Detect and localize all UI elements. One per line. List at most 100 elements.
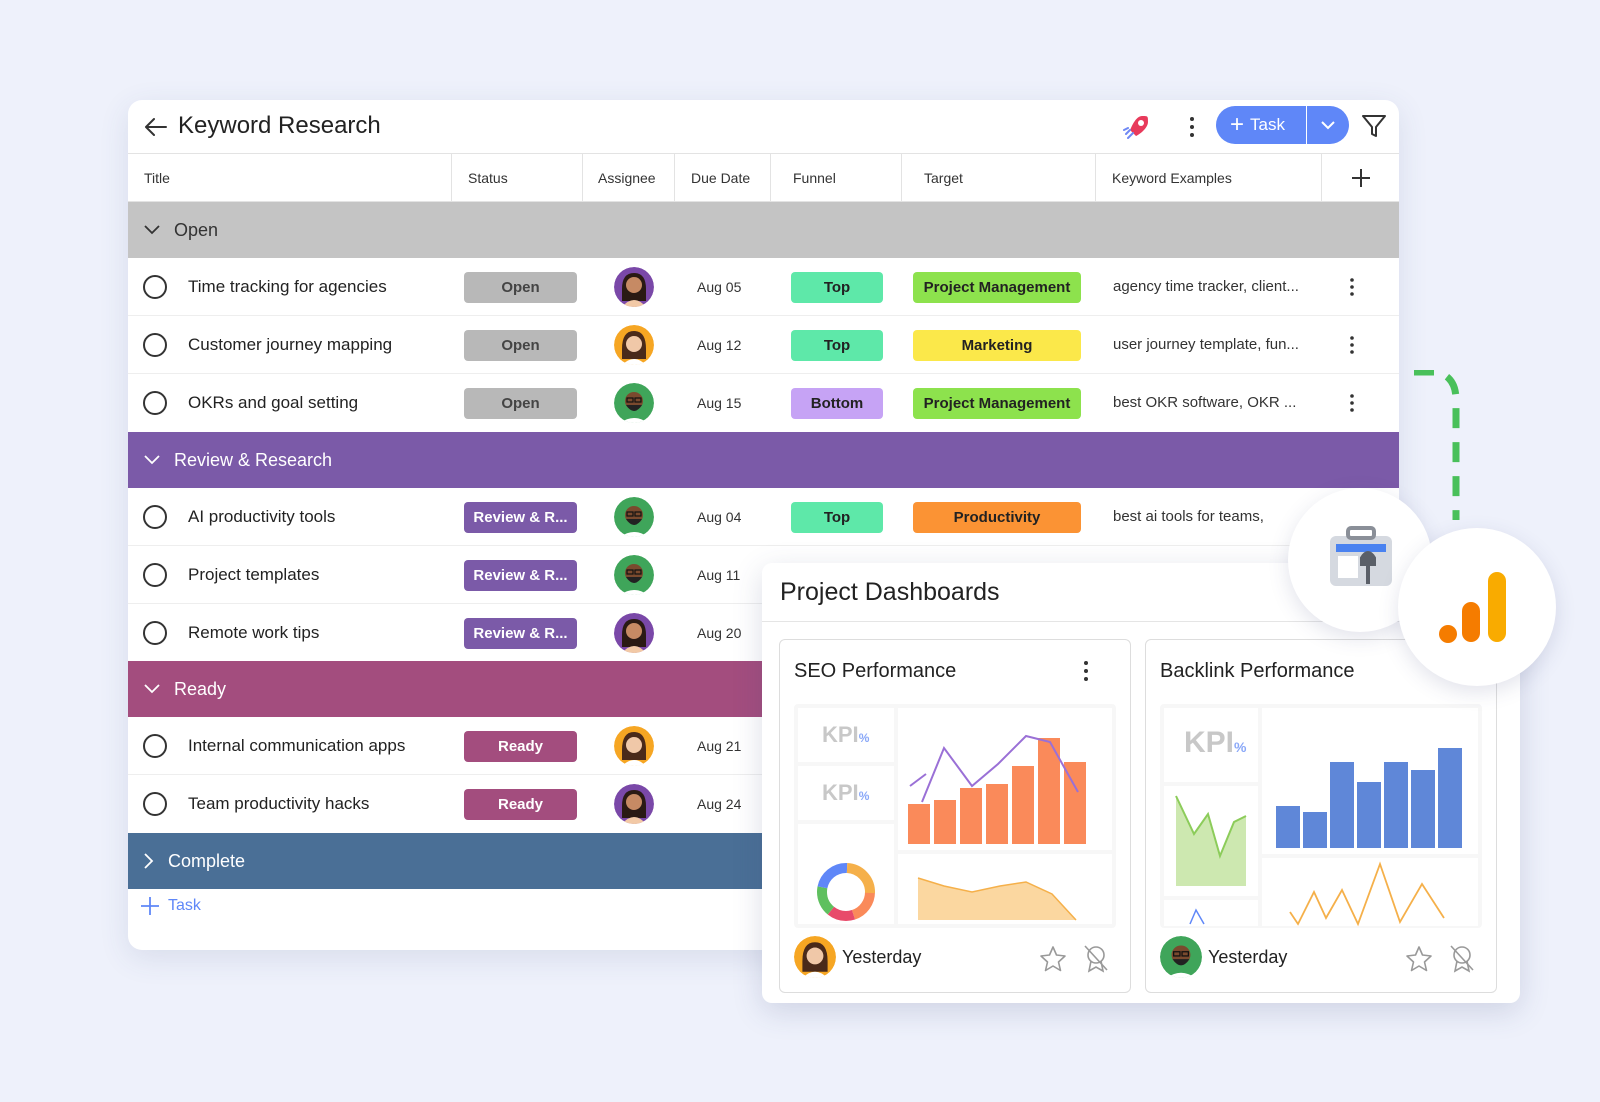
target-tag[interactable]: Marketing bbox=[913, 330, 1081, 361]
filter-icon[interactable] bbox=[1360, 112, 1388, 140]
add-task-button[interactable]: + Task bbox=[1216, 106, 1306, 144]
due-date[interactable]: Aug 24 bbox=[697, 796, 742, 812]
table-row[interactable]: Time tracking for agencies Open Aug 05 T… bbox=[128, 258, 1399, 316]
complete-checkbox[interactable] bbox=[143, 792, 167, 816]
avatar[interactable] bbox=[614, 726, 654, 766]
complete-checkbox[interactable] bbox=[143, 621, 167, 645]
task-title[interactable]: Team productivity hacks bbox=[188, 794, 370, 813]
keyword-examples[interactable]: user journey template, fun... bbox=[1113, 336, 1299, 353]
avatar[interactable] bbox=[614, 784, 654, 824]
keyword-examples[interactable]: agency time tracker, client... bbox=[1113, 278, 1299, 295]
analytics-icon bbox=[1439, 572, 1506, 643]
add-task-link[interactable]: Task bbox=[140, 896, 201, 916]
table-row[interactable]: Team productivity hacks Ready Aug 24 bbox=[128, 775, 1399, 833]
widget-more-icon[interactable] bbox=[1078, 658, 1094, 684]
task-title[interactable]: Remote work tips bbox=[188, 623, 320, 642]
complete-checkbox[interactable] bbox=[143, 275, 167, 299]
status-badge[interactable]: Review & R... bbox=[464, 618, 577, 649]
task-title[interactable]: OKRs and goal setting bbox=[188, 393, 359, 412]
back-arrow-icon[interactable] bbox=[140, 112, 170, 142]
status-badge[interactable]: Review & R... bbox=[464, 502, 577, 533]
due-date[interactable]: Aug 11 bbox=[697, 567, 741, 583]
column-header-funnel[interactable]: Funnel bbox=[771, 154, 902, 202]
updated-time: Yesterday bbox=[842, 947, 922, 967]
complete-checkbox[interactable] bbox=[143, 391, 167, 415]
target-tag[interactable]: Productivity bbox=[913, 502, 1081, 533]
target-tag[interactable]: Project Management bbox=[913, 388, 1081, 419]
complete-checkbox[interactable] bbox=[143, 505, 167, 529]
task-title[interactable]: Project templates bbox=[188, 565, 320, 584]
star-icon[interactable] bbox=[1038, 944, 1068, 974]
due-date[interactable]: Aug 15 bbox=[697, 395, 742, 411]
row-more-icon[interactable] bbox=[1344, 334, 1360, 356]
toolbox-icon bbox=[1330, 526, 1392, 586]
award-off-icon[interactable] bbox=[1446, 942, 1478, 974]
column-header-status[interactable]: Status bbox=[452, 154, 583, 202]
avatar[interactable] bbox=[614, 383, 654, 423]
analytics-integration[interactable] bbox=[1398, 528, 1556, 686]
task-title[interactable]: AI productivity tools bbox=[188, 507, 336, 526]
task-title[interactable]: Time tracking for agencies bbox=[188, 277, 387, 296]
row-more-icon[interactable] bbox=[1344, 276, 1360, 298]
column-header-assignee[interactable]: Assignee bbox=[583, 154, 675, 202]
add-task-label: Task bbox=[1250, 115, 1285, 134]
table-row[interactable]: Internal communication apps Ready Aug 21 bbox=[128, 717, 1399, 775]
table-row[interactable]: AI productivity tools Review & R... Aug … bbox=[128, 488, 1399, 546]
column-header-target[interactable]: Target bbox=[902, 154, 1096, 202]
chevron-down-icon bbox=[144, 455, 160, 465]
group-header-open[interactable]: Open bbox=[128, 202, 1399, 258]
keyword-examples[interactable]: best OKR software, OKR ... bbox=[1113, 394, 1297, 411]
due-date[interactable]: Aug 05 bbox=[697, 279, 742, 295]
funnel-tag[interactable]: Bottom bbox=[791, 388, 883, 419]
status-badge[interactable]: Open bbox=[464, 330, 577, 361]
table-row[interactable]: OKRs and goal setting Open Aug 15 Bottom… bbox=[128, 374, 1399, 432]
due-date[interactable]: Aug 21 bbox=[697, 738, 742, 754]
funnel-tag[interactable]: Top bbox=[791, 502, 883, 533]
dashboards-title: Project Dashboards bbox=[780, 578, 1000, 606]
dashboard-widget-backlink[interactable]: Backlink Performance KPI% bbox=[1145, 639, 1497, 993]
updated-time: Yesterday bbox=[1208, 947, 1288, 967]
status-badge[interactable]: Ready bbox=[464, 731, 577, 762]
group-label: Open bbox=[174, 219, 219, 240]
add-column-button[interactable] bbox=[1322, 154, 1399, 202]
due-date[interactable]: Aug 04 bbox=[697, 509, 742, 525]
status-badge[interactable]: Review & R... bbox=[464, 560, 577, 591]
group-header-review-research[interactable]: Review & Research bbox=[128, 432, 1399, 488]
avatar[interactable] bbox=[614, 267, 654, 307]
avatar[interactable] bbox=[794, 936, 836, 978]
keyword-examples[interactable]: best ai tools for teams, bbox=[1113, 508, 1264, 525]
target-tag[interactable]: Project Management bbox=[913, 272, 1081, 303]
task-title[interactable]: Internal communication apps bbox=[188, 736, 406, 755]
column-header-title[interactable]: Title bbox=[128, 154, 452, 202]
complete-checkbox[interactable] bbox=[143, 333, 167, 357]
avatar[interactable] bbox=[614, 613, 654, 653]
dashboard-widget-seo[interactable]: SEO Performance bbox=[779, 639, 1131, 993]
chevron-right-icon bbox=[144, 853, 154, 869]
funnel-tag[interactable]: Top bbox=[791, 272, 883, 303]
due-date[interactable]: Aug 12 bbox=[697, 337, 742, 353]
row-more-icon[interactable] bbox=[1344, 392, 1360, 414]
table-row[interactable]: Remote work tips Review & R... Aug 20 bbox=[128, 604, 1399, 662]
table-row[interactable]: Customer journey mapping Open Aug 12 Top… bbox=[128, 316, 1399, 374]
funnel-tag[interactable]: Top bbox=[791, 330, 883, 361]
project-dashboards-panel: Project Dashboards SEO Performance bbox=[762, 563, 1520, 1003]
star-icon[interactable] bbox=[1404, 944, 1434, 974]
avatar[interactable] bbox=[614, 325, 654, 365]
complete-checkbox[interactable] bbox=[143, 734, 167, 758]
add-task-dropdown[interactable] bbox=[1307, 106, 1349, 144]
more-options-icon[interactable] bbox=[1182, 114, 1202, 140]
status-badge[interactable]: Open bbox=[464, 272, 577, 303]
task-title[interactable]: Customer journey mapping bbox=[188, 335, 393, 354]
chevron-down-icon bbox=[144, 225, 160, 235]
complete-checkbox[interactable] bbox=[143, 563, 167, 587]
status-badge[interactable]: Open bbox=[464, 388, 577, 419]
award-off-icon[interactable] bbox=[1080, 942, 1112, 974]
rocket-icon[interactable] bbox=[1120, 112, 1152, 144]
column-header-due-date[interactable]: Due Date bbox=[675, 154, 771, 202]
avatar[interactable] bbox=[614, 555, 654, 595]
avatar[interactable] bbox=[1160, 936, 1202, 978]
due-date[interactable]: Aug 20 bbox=[697, 625, 742, 641]
avatar[interactable] bbox=[614, 497, 654, 537]
status-badge[interactable]: Ready bbox=[464, 789, 577, 820]
column-header-keyword-examples[interactable]: Keyword Examples bbox=[1096, 154, 1322, 202]
